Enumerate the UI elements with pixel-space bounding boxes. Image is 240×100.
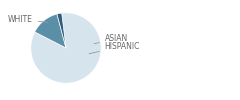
Wedge shape xyxy=(57,13,66,48)
Text: WHITE: WHITE xyxy=(8,15,48,24)
Wedge shape xyxy=(35,14,66,48)
Text: HISPANIC: HISPANIC xyxy=(89,42,140,54)
Wedge shape xyxy=(31,13,101,83)
Text: ASIAN: ASIAN xyxy=(94,34,128,44)
